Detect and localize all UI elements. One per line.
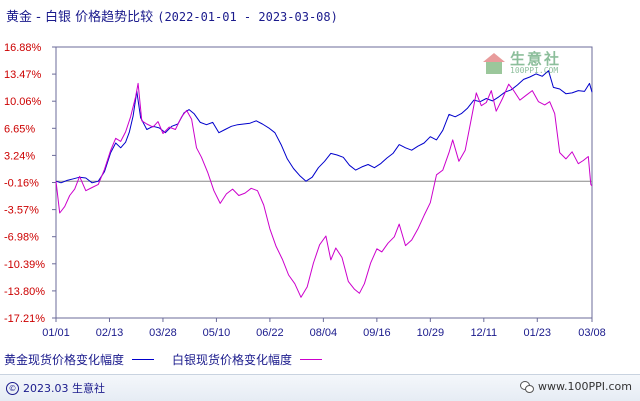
- y-tick-label: -13.80%: [4, 286, 45, 298]
- y-tick-label: 13.47%: [4, 69, 42, 81]
- footer-site-text[interactable]: www.100PPI.com: [538, 380, 632, 393]
- chart-title: 黄金 - 白银 价格趋势比较 (2022-01-01 - 2023-03-08): [6, 6, 338, 25]
- chart-title-date-range: (2022-01-01 - 2023-03-08): [157, 10, 338, 24]
- x-tick-label: 02/13: [96, 327, 124, 339]
- x-tick-label: 03/08: [578, 327, 606, 339]
- watermark-url: 100PPI.COM: [510, 66, 559, 75]
- y-tick-label: 10.06%: [4, 96, 42, 108]
- legend-swatch-silver: [300, 358, 323, 360]
- legend-swatch-gold: [132, 358, 155, 360]
- footer-bar: © 2023.03 生意社 www.100PPI.com: [0, 374, 640, 401]
- x-tick-label: 01/23: [524, 327, 552, 339]
- x-tick-label: 01/01: [42, 327, 70, 339]
- x-tick-label: 08/04: [310, 327, 338, 339]
- watermark: 生意社 100PPI.COM: [482, 52, 561, 75]
- y-tick-label: 6.65%: [4, 123, 35, 135]
- footer-site[interactable]: www.100PPI.com: [520, 380, 632, 393]
- watermark-name: 生意社: [510, 50, 562, 68]
- y-tick-label: -10.39%: [4, 259, 45, 271]
- house-logo-icon: [482, 52, 506, 75]
- y-tick-label: 16.88%: [4, 42, 42, 54]
- legend-label-gold: 黄金现货价格变化幅度: [4, 352, 125, 367]
- y-tick-label: 3.24%: [4, 150, 35, 162]
- y-tick-label: -6.98%: [4, 232, 39, 244]
- chart-legend: 黄金现货价格变化幅度 白银现货价格变化幅度: [4, 350, 340, 368]
- footer-copyright: © 2023.03 生意社: [6, 380, 105, 396]
- wechat-icon: [520, 381, 535, 393]
- series-line-silver: [55, 82, 593, 298]
- x-tick-label: 05/10: [203, 327, 231, 339]
- legend-label-silver: 白银现货价格变化幅度: [172, 352, 293, 367]
- chart-title-main: 黄金 - 白银 价格趋势比较: [6, 10, 154, 25]
- x-tick-label: 06/22: [256, 327, 284, 339]
- x-tick-label: 10/29: [417, 327, 445, 339]
- footer-copyright-text: 2023.03 生意社: [23, 382, 105, 395]
- y-tick-label: -17.21%: [4, 313, 45, 325]
- y-tick-label: -0.16%: [4, 178, 39, 190]
- copyright-icon: ©: [6, 381, 19, 395]
- x-tick-label: 12/11: [470, 327, 497, 339]
- plot-area: [55, 46, 593, 319]
- x-tick-label: 09/16: [363, 327, 391, 339]
- x-tick-label: 03/28: [149, 327, 177, 339]
- y-tick-label: -3.57%: [4, 205, 39, 217]
